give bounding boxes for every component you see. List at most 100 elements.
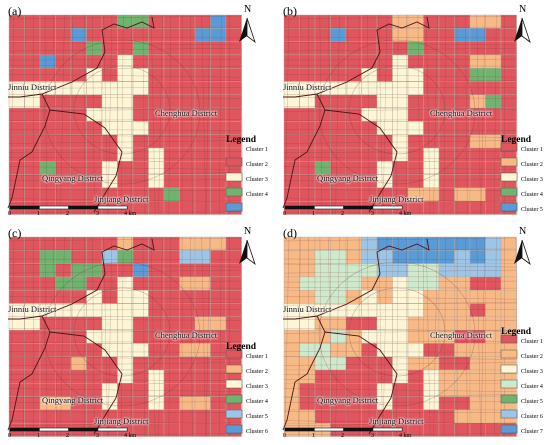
grid-cell <box>163 67 180 82</box>
street-line <box>283 58 517 61</box>
legend-swatch <box>500 364 518 374</box>
grid-cell <box>55 41 72 56</box>
grid-cell <box>179 383 196 397</box>
grid-cell <box>179 28 196 42</box>
grid-cell <box>210 174 227 189</box>
grid-cell <box>392 134 409 149</box>
grid-cell <box>24 263 41 278</box>
grid-cell <box>148 422 165 437</box>
grid-cell <box>194 200 211 215</box>
grid-cell <box>179 369 196 384</box>
grid-cell <box>8 343 25 357</box>
map-panel-a: (a) N Jinniu District Chenghua District … <box>2 2 275 223</box>
grid-cell <box>210 343 227 357</box>
grid-cell <box>55 250 72 264</box>
scale-bar-segment <box>372 205 403 210</box>
grid-cell <box>330 121 347 135</box>
grid-cell <box>454 174 471 189</box>
grid-cell <box>148 250 165 264</box>
grid-cell <box>117 28 134 42</box>
grid-cell <box>8 41 25 56</box>
grid-cell <box>485 121 502 135</box>
grid-cell <box>210 289 227 304</box>
street-line <box>283 356 517 360</box>
grid-cell <box>163 316 180 331</box>
grid-cell <box>117 134 134 149</box>
north-arrow-icon <box>246 17 256 44</box>
street-line <box>319 14 323 215</box>
legend-swatch <box>225 157 243 167</box>
grid-cell <box>454 94 471 109</box>
grid-cell <box>299 107 316 122</box>
map-panel-c: (c) N Jinniu District Chenghua District … <box>2 224 275 445</box>
grid-cell <box>55 343 72 357</box>
street-line <box>92 236 95 437</box>
grid-cell <box>148 187 165 202</box>
grid-cell <box>469 396 486 411</box>
street-line <box>8 330 242 334</box>
grid-cell <box>438 396 455 411</box>
street-line <box>283 422 517 427</box>
street-line <box>8 129 242 131</box>
grid-cell <box>485 343 502 357</box>
grid-cell <box>299 396 316 411</box>
street-line <box>8 269 242 274</box>
street-line <box>283 309 517 311</box>
grid-cell <box>361 250 378 264</box>
panel-label: (b) <box>283 4 297 18</box>
legend-item-label: Cluster 3 <box>521 369 543 375</box>
street-line <box>283 36 517 39</box>
grid-cell <box>438 28 455 42</box>
grid-cell <box>376 147 393 162</box>
street-line <box>8 36 242 39</box>
street-line <box>121 14 124 215</box>
district-boundary <box>283 238 430 320</box>
scale-bar-segment <box>284 427 315 432</box>
grid-cell <box>407 81 424 96</box>
grid-cell <box>392 316 409 331</box>
legend-swatch <box>500 334 518 344</box>
grid-cell <box>407 161 424 175</box>
grid-cell <box>283 383 300 397</box>
grid-cell <box>117 250 134 264</box>
street-line <box>283 179 517 181</box>
grid-cell <box>24 107 41 122</box>
grid-cell <box>454 67 471 82</box>
street-line <box>44 14 48 215</box>
street-line <box>8 198 242 202</box>
grid-cell <box>39 369 56 384</box>
grid-cell <box>283 289 300 304</box>
grid-cell <box>407 67 424 82</box>
grid-cell <box>117 316 134 331</box>
street-line <box>335 236 340 437</box>
grid-cell <box>500 121 517 135</box>
street-line <box>465 236 468 437</box>
grid-cell <box>148 343 165 357</box>
grid-cell <box>407 343 424 357</box>
street-line <box>8 119 242 121</box>
scale-bar-segment <box>313 427 344 432</box>
street-line <box>327 14 333 215</box>
grid-cell <box>283 107 300 122</box>
grid-cell <box>314 343 331 357</box>
grid-cell <box>438 409 455 424</box>
grid-cell <box>132 67 149 82</box>
grid-cell <box>283 67 300 82</box>
grid-cell <box>407 134 424 149</box>
grid-cell <box>117 396 134 411</box>
scale-tick-label: 1 <box>37 211 40 217</box>
grid-cell <box>194 396 211 411</box>
street-line <box>8 328 242 332</box>
grid-cell <box>163 174 180 189</box>
grid-cell <box>24 94 41 109</box>
street-line <box>9 14 15 215</box>
scale-bar-segment <box>343 205 374 210</box>
grid-cell <box>407 383 424 397</box>
grid-cell <box>8 54 25 69</box>
scale-tick-label: 2 <box>341 211 344 217</box>
grid-cell <box>469 409 486 424</box>
grid-cell <box>438 316 455 331</box>
street-line <box>8 351 242 353</box>
street-line <box>327 236 333 437</box>
legend-swatch <box>500 187 518 197</box>
